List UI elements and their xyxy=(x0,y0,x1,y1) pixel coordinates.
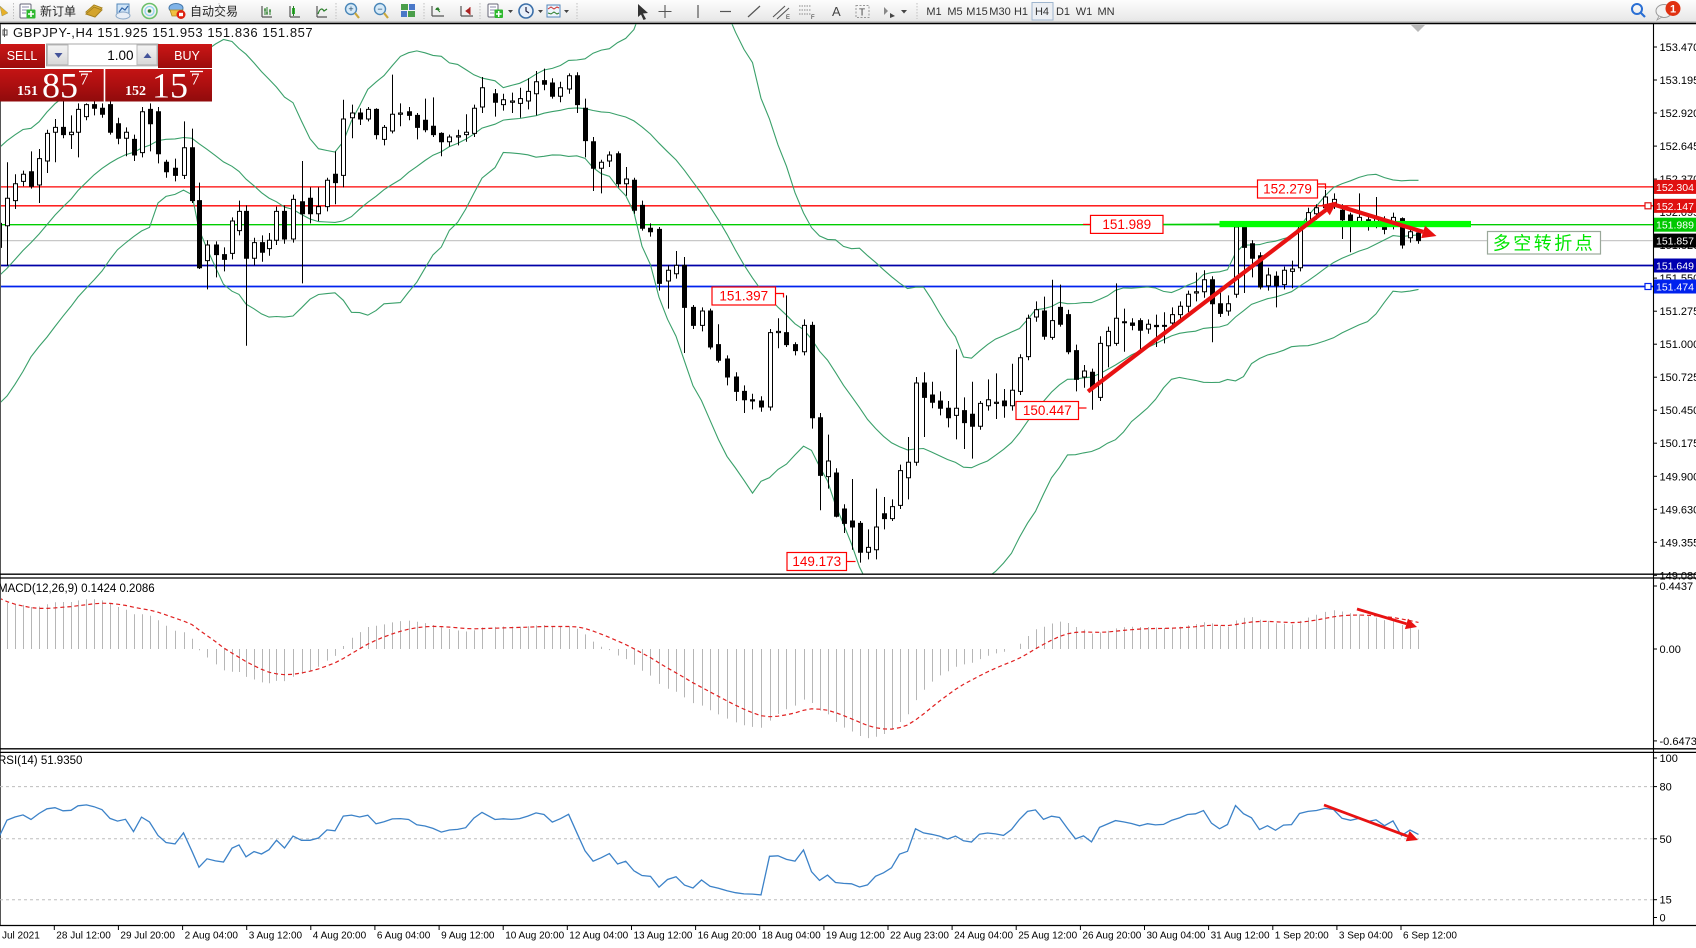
svg-text:自动交易: 自动交易 xyxy=(190,4,238,19)
svg-text:1: 1 xyxy=(1670,4,1676,16)
svg-text:A: A xyxy=(832,4,841,19)
svg-text:152.304: 152.304 xyxy=(1656,182,1694,194)
svg-text:150.447: 150.447 xyxy=(1023,403,1072,418)
svg-text:1.00: 1.00 xyxy=(107,48,133,63)
svg-text:153.470: 153.470 xyxy=(1660,42,1696,54)
svg-text:7: 7 xyxy=(80,70,89,89)
svg-text:25 Aug 12:00: 25 Aug 12:00 xyxy=(1018,931,1077,942)
svg-text:152.920: 152.920 xyxy=(1660,108,1696,120)
svg-text:H1: H1 xyxy=(1014,6,1028,18)
svg-text:T: T xyxy=(859,8,865,19)
svg-text:M15: M15 xyxy=(966,6,987,18)
svg-text:151.857: 151.857 xyxy=(1656,236,1694,248)
svg-text:151: 151 xyxy=(17,84,38,99)
svg-text:−: − xyxy=(377,4,382,14)
svg-text:149.630: 149.630 xyxy=(1660,504,1696,516)
svg-text:MN: MN xyxy=(1097,6,1114,18)
svg-text:BUY: BUY xyxy=(174,49,200,63)
svg-text:26 Aug 20:00: 26 Aug 20:00 xyxy=(1082,931,1141,942)
svg-text:E: E xyxy=(786,15,790,21)
svg-text:MACD(12,26,9) 0.1424 0.2086: MACD(12,26,9) 0.1424 0.2086 xyxy=(0,583,155,595)
svg-text:10 Aug 20:00: 10 Aug 20:00 xyxy=(505,931,564,942)
svg-text:152.645: 152.645 xyxy=(1660,141,1696,153)
svg-text:151.275: 151.275 xyxy=(1660,306,1696,318)
svg-text:3 Aug 12:00: 3 Aug 12:00 xyxy=(249,931,303,942)
svg-text:4 Aug 20:00: 4 Aug 20:00 xyxy=(313,931,367,942)
svg-text:151.474: 151.474 xyxy=(1656,282,1694,294)
svg-text:2 Aug 04:00: 2 Aug 04:00 xyxy=(185,931,239,942)
svg-text:0.4437: 0.4437 xyxy=(1660,581,1694,593)
svg-text:12 Aug 04:00: 12 Aug 04:00 xyxy=(569,931,628,942)
svg-text:152: 152 xyxy=(125,84,146,99)
svg-text:30 Aug 04:00: 30 Aug 04:00 xyxy=(1147,931,1206,942)
svg-text:6 Sep 12:00: 6 Sep 12:00 xyxy=(1403,931,1457,942)
svg-text:新订单: 新订单 xyxy=(40,4,76,19)
svg-text:28 Jul 12:00: 28 Jul 12:00 xyxy=(56,931,111,942)
svg-text:24 Aug 04:00: 24 Aug 04:00 xyxy=(954,931,1013,942)
svg-text:M30: M30 xyxy=(989,6,1010,18)
svg-text:152.279: 152.279 xyxy=(1263,182,1312,197)
svg-text:3 Sep 04:00: 3 Sep 04:00 xyxy=(1339,931,1393,942)
svg-text:W1: W1 xyxy=(1076,6,1093,18)
svg-text:SELL: SELL xyxy=(7,49,38,63)
svg-text:多空转折点: 多空转折点 xyxy=(1493,234,1596,254)
svg-text:151.989: 151.989 xyxy=(1656,220,1694,232)
svg-text:149.173: 149.173 xyxy=(792,554,841,569)
svg-text:29 Jul 20:00: 29 Jul 20:00 xyxy=(120,931,175,942)
svg-text:150.175: 150.175 xyxy=(1660,438,1696,450)
svg-text:50: 50 xyxy=(1660,834,1672,846)
svg-text:149.355: 149.355 xyxy=(1660,537,1696,549)
svg-text:85: 85 xyxy=(42,66,78,106)
svg-text:RSI(14) 51.9350: RSI(14) 51.9350 xyxy=(0,755,82,767)
svg-text:H4: H4 xyxy=(1035,6,1049,18)
svg-text:9 Aug 12:00: 9 Aug 12:00 xyxy=(441,931,495,942)
svg-text:150.450: 150.450 xyxy=(1660,405,1696,417)
svg-text:Jul 2021: Jul 2021 xyxy=(2,931,40,942)
svg-text:19 Aug 12:00: 19 Aug 12:00 xyxy=(826,931,885,942)
svg-text:149.900: 149.900 xyxy=(1660,471,1696,483)
svg-text:1 Sep 20:00: 1 Sep 20:00 xyxy=(1275,931,1329,942)
svg-text:80: 80 xyxy=(1660,782,1672,794)
svg-text:15: 15 xyxy=(1660,895,1672,907)
svg-text:18 Aug 04:00: 18 Aug 04:00 xyxy=(762,931,821,942)
svg-text:22 Aug 23:00: 22 Aug 23:00 xyxy=(890,931,949,942)
svg-text:0: 0 xyxy=(1660,913,1666,925)
svg-text:M1: M1 xyxy=(926,6,941,18)
svg-text:-0.6473: -0.6473 xyxy=(1660,736,1696,748)
svg-text:151.989: 151.989 xyxy=(1102,217,1151,232)
svg-text:0.00: 0.00 xyxy=(1660,644,1681,656)
svg-text:151.649: 151.649 xyxy=(1656,261,1694,273)
svg-text:D1: D1 xyxy=(1056,6,1070,18)
svg-text:GBPJPY-,H4 151.925 151.953 15: GBPJPY-,H4 151.925 151.953 151.836 151.8… xyxy=(13,25,313,40)
svg-text:151.397: 151.397 xyxy=(719,289,768,304)
svg-text:31 Aug 12:00: 31 Aug 12:00 xyxy=(1211,931,1270,942)
svg-text:6 Aug 04:00: 6 Aug 04:00 xyxy=(377,931,431,942)
svg-text:+: + xyxy=(348,4,353,14)
svg-text:M5: M5 xyxy=(947,6,962,18)
svg-text:15: 15 xyxy=(152,66,188,106)
svg-text:150.725: 150.725 xyxy=(1660,372,1696,384)
svg-text:151.000: 151.000 xyxy=(1660,339,1696,351)
svg-text:100: 100 xyxy=(1660,753,1678,765)
svg-text:13 Aug 12:00: 13 Aug 12:00 xyxy=(634,931,693,942)
svg-text:153.195: 153.195 xyxy=(1660,75,1696,87)
svg-text:16 Aug 20:00: 16 Aug 20:00 xyxy=(698,931,757,942)
svg-text:F: F xyxy=(811,15,815,21)
svg-text:152.147: 152.147 xyxy=(1656,201,1694,213)
svg-text:7: 7 xyxy=(191,70,200,89)
